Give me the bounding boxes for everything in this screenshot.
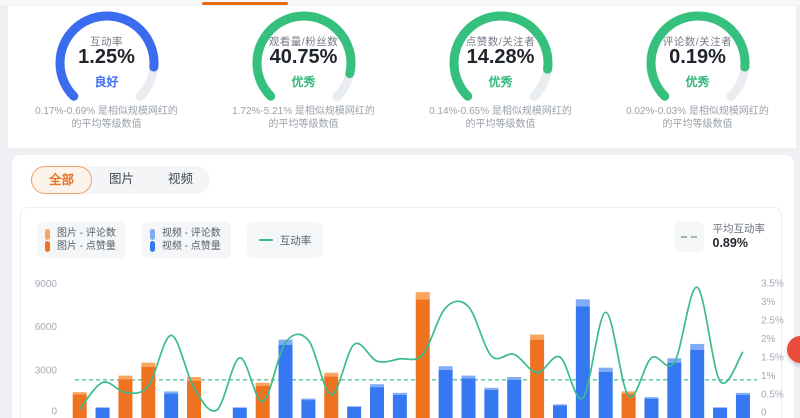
legend-rate-label: 互动率 [279,234,312,247]
gauge-status-badge: 优秀 [685,75,710,89]
content-type-tabs: 全部 图片 视频 [31,166,211,194]
gauge-label: 评论数/关注者 [662,36,733,48]
legend-interaction-rate[interactable]: 互动率 [246,222,324,258]
line-series-swatch-icon [258,239,273,241]
gauge-likes-per-follower: 点赞数/关注者 14.28% 优秀 0.14%-0.65% 是相似规模网红的 的平… [402,6,599,149]
gauge-comments-per-follower: 评论数/关注者 0.19% 优秀 0.02%-0.03% 是相似规模网红的 的平均… [599,6,796,149]
tab-all[interactable]: 全部 [31,166,93,194]
gauge-value: 14.28% [466,46,535,68]
average-rate-label: 平均互动率 [712,223,766,235]
average-rate-value: 0.89% [712,236,748,250]
gauge-value: 0.19% [669,46,726,68]
legend-image-likes-label: 图片 - 点赞量 [57,241,116,252]
gauge-benchmark-text: 0.14%-0.65% 是相似规模网红的 的平均等级数值 [429,106,572,130]
gauge-value: 40.75% [269,46,338,68]
gauge-label: 点赞数/关注者 [465,36,536,48]
legend-video-comments-label: 视频 - 评论数 [161,228,221,239]
gauge-label: 观看量/粉丝数 [268,36,339,48]
gauge-interaction-rate: 互动率 1.25% 良好 0.17%-0.69% 是相似规模网红的 的平均等级数值 [8,6,205,149]
top-strip [0,0,800,5]
tab-images[interactable]: 图片 [109,172,135,186]
image-series-swatch-icon [45,228,50,252]
top-tab-indicator [202,2,288,5]
video-series-swatch-icon [149,228,155,252]
posts-analytics-card: 全部 图片 视频 图片 - 评论数 图片 - 点赞量 视频 - 评论数 [12,155,794,418]
engagement-chart-card: 图片 - 评论数 图片 - 点赞量 视频 - 评论数 视频 - 点赞量 互动率 [20,207,782,418]
gauge-ring [252,11,355,115]
gauge-views-per-fans: 观看量/粉丝数 40.75% 优秀 1.72%-5.21% 是相似规模网红的 的平… [205,6,402,149]
gauge-value: 1.25% [78,46,135,68]
gauge-ring [55,11,159,115]
legend-video-likes-label: 视频 - 点赞量 [161,241,221,252]
legend-image-comments-label: 图片 - 评论数 [57,228,116,239]
gauge-status-badge: 优秀 [488,75,513,89]
gauge-benchmark-text: 0.02%-0.03% 是相似规模网红的 的平均等级数值 [626,106,769,130]
legend-image-series[interactable]: 图片 - 评论数 图片 - 点赞量 [37,222,126,258]
dashed-line-icon [680,236,697,238]
gauge-benchmark-text: 0.17%-0.69% 是相似规模网红的 的平均等级数值 [35,106,178,130]
chart-legend: 图片 - 评论数 图片 - 点赞量 视频 - 评论数 视频 - 点赞量 互动率 [21,222,781,258]
gauge-ring [448,11,552,115]
gauge-status-badge: 优秀 [291,75,316,89]
gauge-benchmark-text: 1.72%-5.21% 是相似规模网红的 的平均等级数值 [232,106,375,130]
gauge-ring [646,11,749,115]
gauge-label: 互动率 [90,36,123,48]
legend-video-series[interactable]: 视频 - 评论数 视频 - 点赞量 [141,222,231,258]
gauge-status-badge: 良好 [94,75,119,89]
metrics-summary-card: 互动率 1.25% 良好 0.17%-0.69% 是相似规模网红的 的平均等级数值… [8,5,796,148]
average-rate-swatch[interactable] [673,222,704,252]
tab-videos[interactable]: 视频 [168,172,194,186]
floating-action-button[interactable] [787,336,800,363]
